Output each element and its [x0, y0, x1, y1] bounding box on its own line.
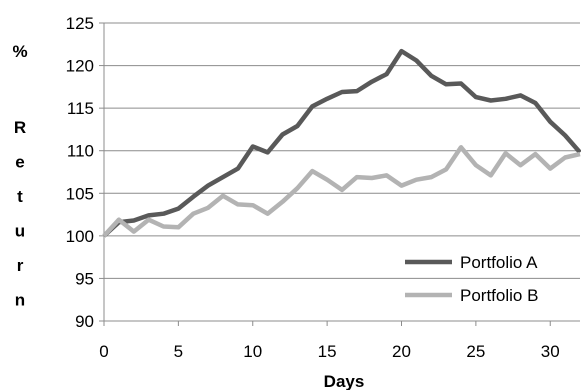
x-tick-label: 15 [318, 342, 337, 361]
series-line-portfolio-b [102, 145, 581, 238]
y-tick-label: 125 [66, 14, 94, 33]
y-axis-title-letter: t [17, 187, 23, 206]
x-tick-label: 25 [466, 342, 485, 361]
y-axis-title-letter: R [14, 118, 26, 137]
y-axis-ticks: 90 95 100 105 110 115 120 125 [66, 14, 104, 331]
y-axis-title-letter: u [15, 222, 25, 241]
y-tick-label: 110 [67, 142, 94, 161]
x-tick-label: 0 [99, 342, 108, 361]
legend: Portfolio A Portfolio B [405, 253, 538, 305]
legend-label: Portfolio A [460, 253, 538, 272]
series-line-portfolio-a [102, 48, 581, 238]
x-tick-label: 20 [392, 342, 411, 361]
data-series [102, 48, 581, 238]
y-tick-label: 105 [66, 184, 94, 203]
y-tick-label: 95 [75, 269, 94, 288]
axes [103, 23, 580, 322]
y-axis-title-letter: n [15, 291, 25, 310]
x-axis-ticks: 0 5 10 15 20 25 30 [99, 321, 560, 361]
y-tick-label: 115 [67, 99, 94, 118]
y-tick-label: 120 [66, 57, 94, 76]
y-axis-title-percent: % [12, 42, 27, 61]
x-axis-title: Days [324, 372, 365, 390]
x-tick-label: 5 [174, 342, 183, 361]
horizontal-gridlines [104, 22, 580, 279]
x-tick-label: 30 [541, 342, 560, 361]
y-tick-label: 90 [75, 312, 94, 331]
y-axis-title-letter: e [15, 153, 24, 172]
y-tick-label: 100 [66, 227, 94, 246]
legend-label: Portfolio B [460, 286, 538, 305]
y-axis-title-letter: r [17, 256, 24, 275]
x-tick-label: 10 [243, 342, 262, 361]
